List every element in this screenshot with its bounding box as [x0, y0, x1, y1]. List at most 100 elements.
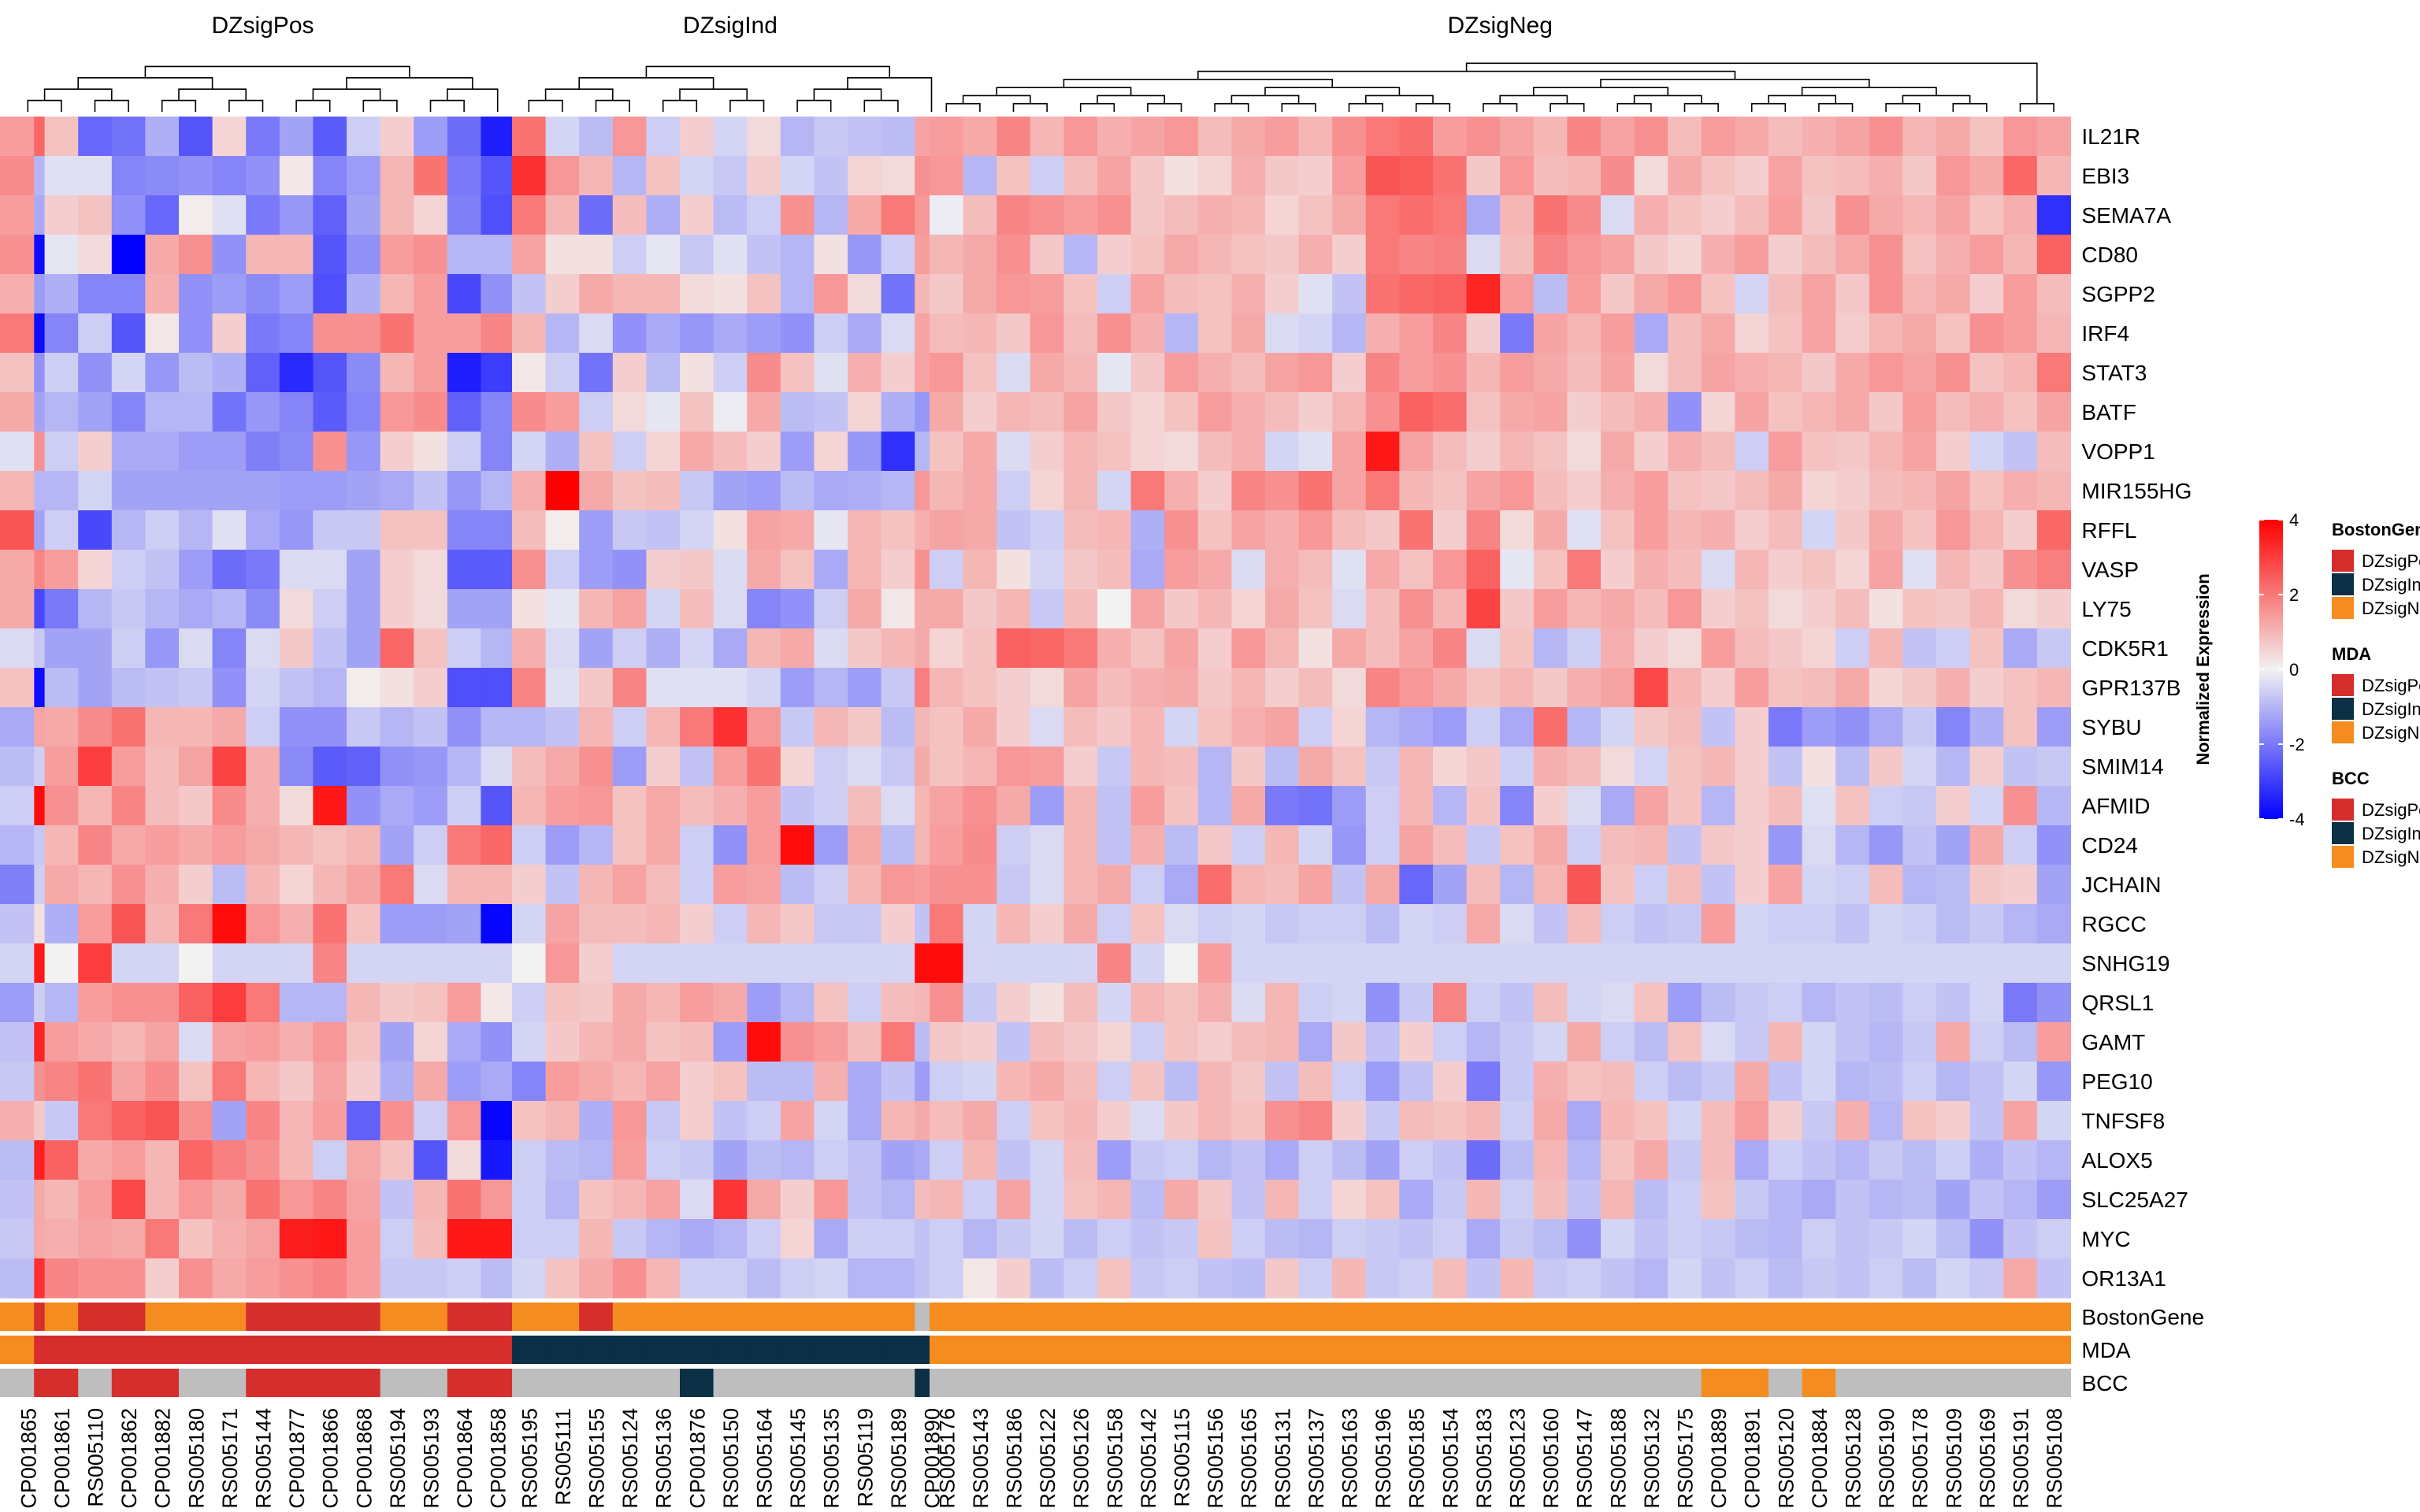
annotation-cell: [279, 1303, 314, 1331]
heatmap-cell: [1298, 1101, 1333, 1141]
heatmap-cell: [1835, 825, 1870, 865]
heatmap-cell: [1533, 471, 1568, 511]
heatmap-cell: [1231, 1219, 1266, 1259]
annotation-cell: [1601, 1336, 1635, 1364]
annotation-cell: [930, 1369, 964, 1397]
heatmap-cell: [814, 235, 848, 275]
heatmap-cell: [44, 235, 79, 275]
heatmap-cell: [1365, 1219, 1400, 1259]
heatmap-cell: [814, 1140, 848, 1180]
heatmap-cell: [1298, 589, 1333, 629]
heatmap-cell: [313, 707, 347, 747]
heatmap-cell: [1902, 1101, 1937, 1141]
heatmap-cell: [1164, 313, 1199, 354]
heatmap-cell: [145, 983, 180, 1023]
heatmap-cell: [279, 313, 314, 354]
sample-label: RS005175: [1674, 1408, 1698, 1509]
annotation-cell: [1332, 1369, 1367, 1397]
heatmap-cell: [279, 117, 314, 157]
heatmap-cell: [246, 117, 280, 157]
legend-swatch: [2332, 698, 2354, 720]
heatmap-cell: [612, 471, 647, 511]
heatmap-cell: [963, 313, 997, 354]
heatmap-cell: [512, 1140, 547, 1180]
heatmap-cell: [111, 904, 146, 944]
heatmap-cell: [814, 904, 848, 944]
heatmap-cell: [930, 825, 964, 865]
heatmap-cell: [1097, 1062, 1132, 1102]
heatmap-cell: [2036, 195, 2071, 235]
heatmap-cell: [646, 156, 681, 196]
heatmap-cell: [481, 1258, 515, 1299]
annotation-cell: [313, 1303, 347, 1331]
heatmap-cell: [1298, 432, 1333, 472]
heatmap-cell: [1869, 117, 1903, 157]
annotation-cell: [963, 1303, 997, 1331]
heatmap-cell: [1197, 195, 1232, 235]
heatmap-cell: [0, 392, 35, 432]
heatmap-cell: [1634, 865, 1668, 905]
heatmap-cell: [78, 904, 113, 944]
heatmap-cell: [1601, 1258, 1635, 1299]
heatmap-cell: [1365, 1062, 1400, 1102]
annotation-cell: [1466, 1336, 1501, 1364]
heatmap-cell: [963, 825, 997, 865]
heatmap-cell: [1097, 1022, 1132, 1062]
heatmap-cell: [2003, 1101, 2038, 1141]
dendrogram-branch: [1214, 102, 1249, 112]
heatmap-cell: [1332, 313, 1367, 354]
heatmap-cell: [1399, 1062, 1434, 1102]
heatmap-cell: [997, 1219, 1031, 1259]
heatmap-cell: [1097, 943, 1132, 984]
heatmap-cell: [963, 156, 997, 196]
heatmap-cell: [1265, 156, 1300, 196]
heatmap-cell: [1769, 747, 1803, 787]
heatmap-cell: [78, 983, 113, 1023]
heatmap-cell: [680, 1062, 714, 1102]
heatmap-cell: [680, 471, 714, 511]
heatmap-cell: [1164, 1062, 1199, 1102]
heatmap-cell: [1399, 786, 1434, 826]
annotation-cell: [1735, 1336, 1769, 1364]
annotation-cell: [1902, 1303, 1937, 1331]
heatmap-cell: [1466, 195, 1501, 235]
heatmap-cell: [1902, 313, 1937, 354]
heatmap-cell: [313, 1140, 347, 1180]
annotation-cell: [1802, 1369, 1836, 1397]
heatmap-cell: [512, 274, 547, 314]
heatmap-cell: [680, 747, 714, 787]
heatmap-cell: [1030, 274, 1064, 314]
heatmap-cell: [1231, 786, 1266, 826]
heatmap-cell: [1634, 707, 1668, 747]
heatmap-cell: [145, 274, 180, 314]
heatmap-cell: [881, 825, 915, 865]
heatmap-cell: [145, 432, 180, 472]
heatmap-cell: [1567, 550, 1602, 590]
heatmap-cell: [848, 156, 882, 196]
heatmap-cell: [1399, 235, 1434, 275]
heatmap-cell: [848, 313, 882, 354]
heatmap-cell: [1164, 707, 1199, 747]
heatmap-cell: [0, 510, 35, 550]
heatmap-cell: [713, 1101, 748, 1141]
heatmap-cell: [1769, 510, 1803, 550]
heatmap-cell: [780, 392, 815, 432]
heatmap-cell: [1365, 825, 1400, 865]
heatmap-cell: [78, 550, 113, 590]
annotation-cell: [780, 1336, 815, 1364]
heatmap-cell: [1097, 1258, 1132, 1299]
heatmap-cell: [1030, 1258, 1064, 1299]
heatmap-cell: [1466, 865, 1501, 905]
heatmap-cell: [447, 156, 481, 196]
heatmap-cell: [1399, 983, 1434, 1023]
heatmap-cell: [1533, 432, 1568, 472]
heatmap-cell: [313, 235, 347, 275]
heatmap-cell: [1567, 274, 1602, 314]
heatmap-cell: [1231, 1062, 1266, 1102]
gene-label: OR13A1: [2081, 1266, 2166, 1291]
sample-label: RS005163: [1338, 1408, 1362, 1509]
heatmap-cell: [1433, 1219, 1468, 1259]
annotation-cell: [814, 1369, 848, 1397]
heatmap-cell: [1399, 707, 1434, 747]
heatmap-cell: [1164, 195, 1199, 235]
